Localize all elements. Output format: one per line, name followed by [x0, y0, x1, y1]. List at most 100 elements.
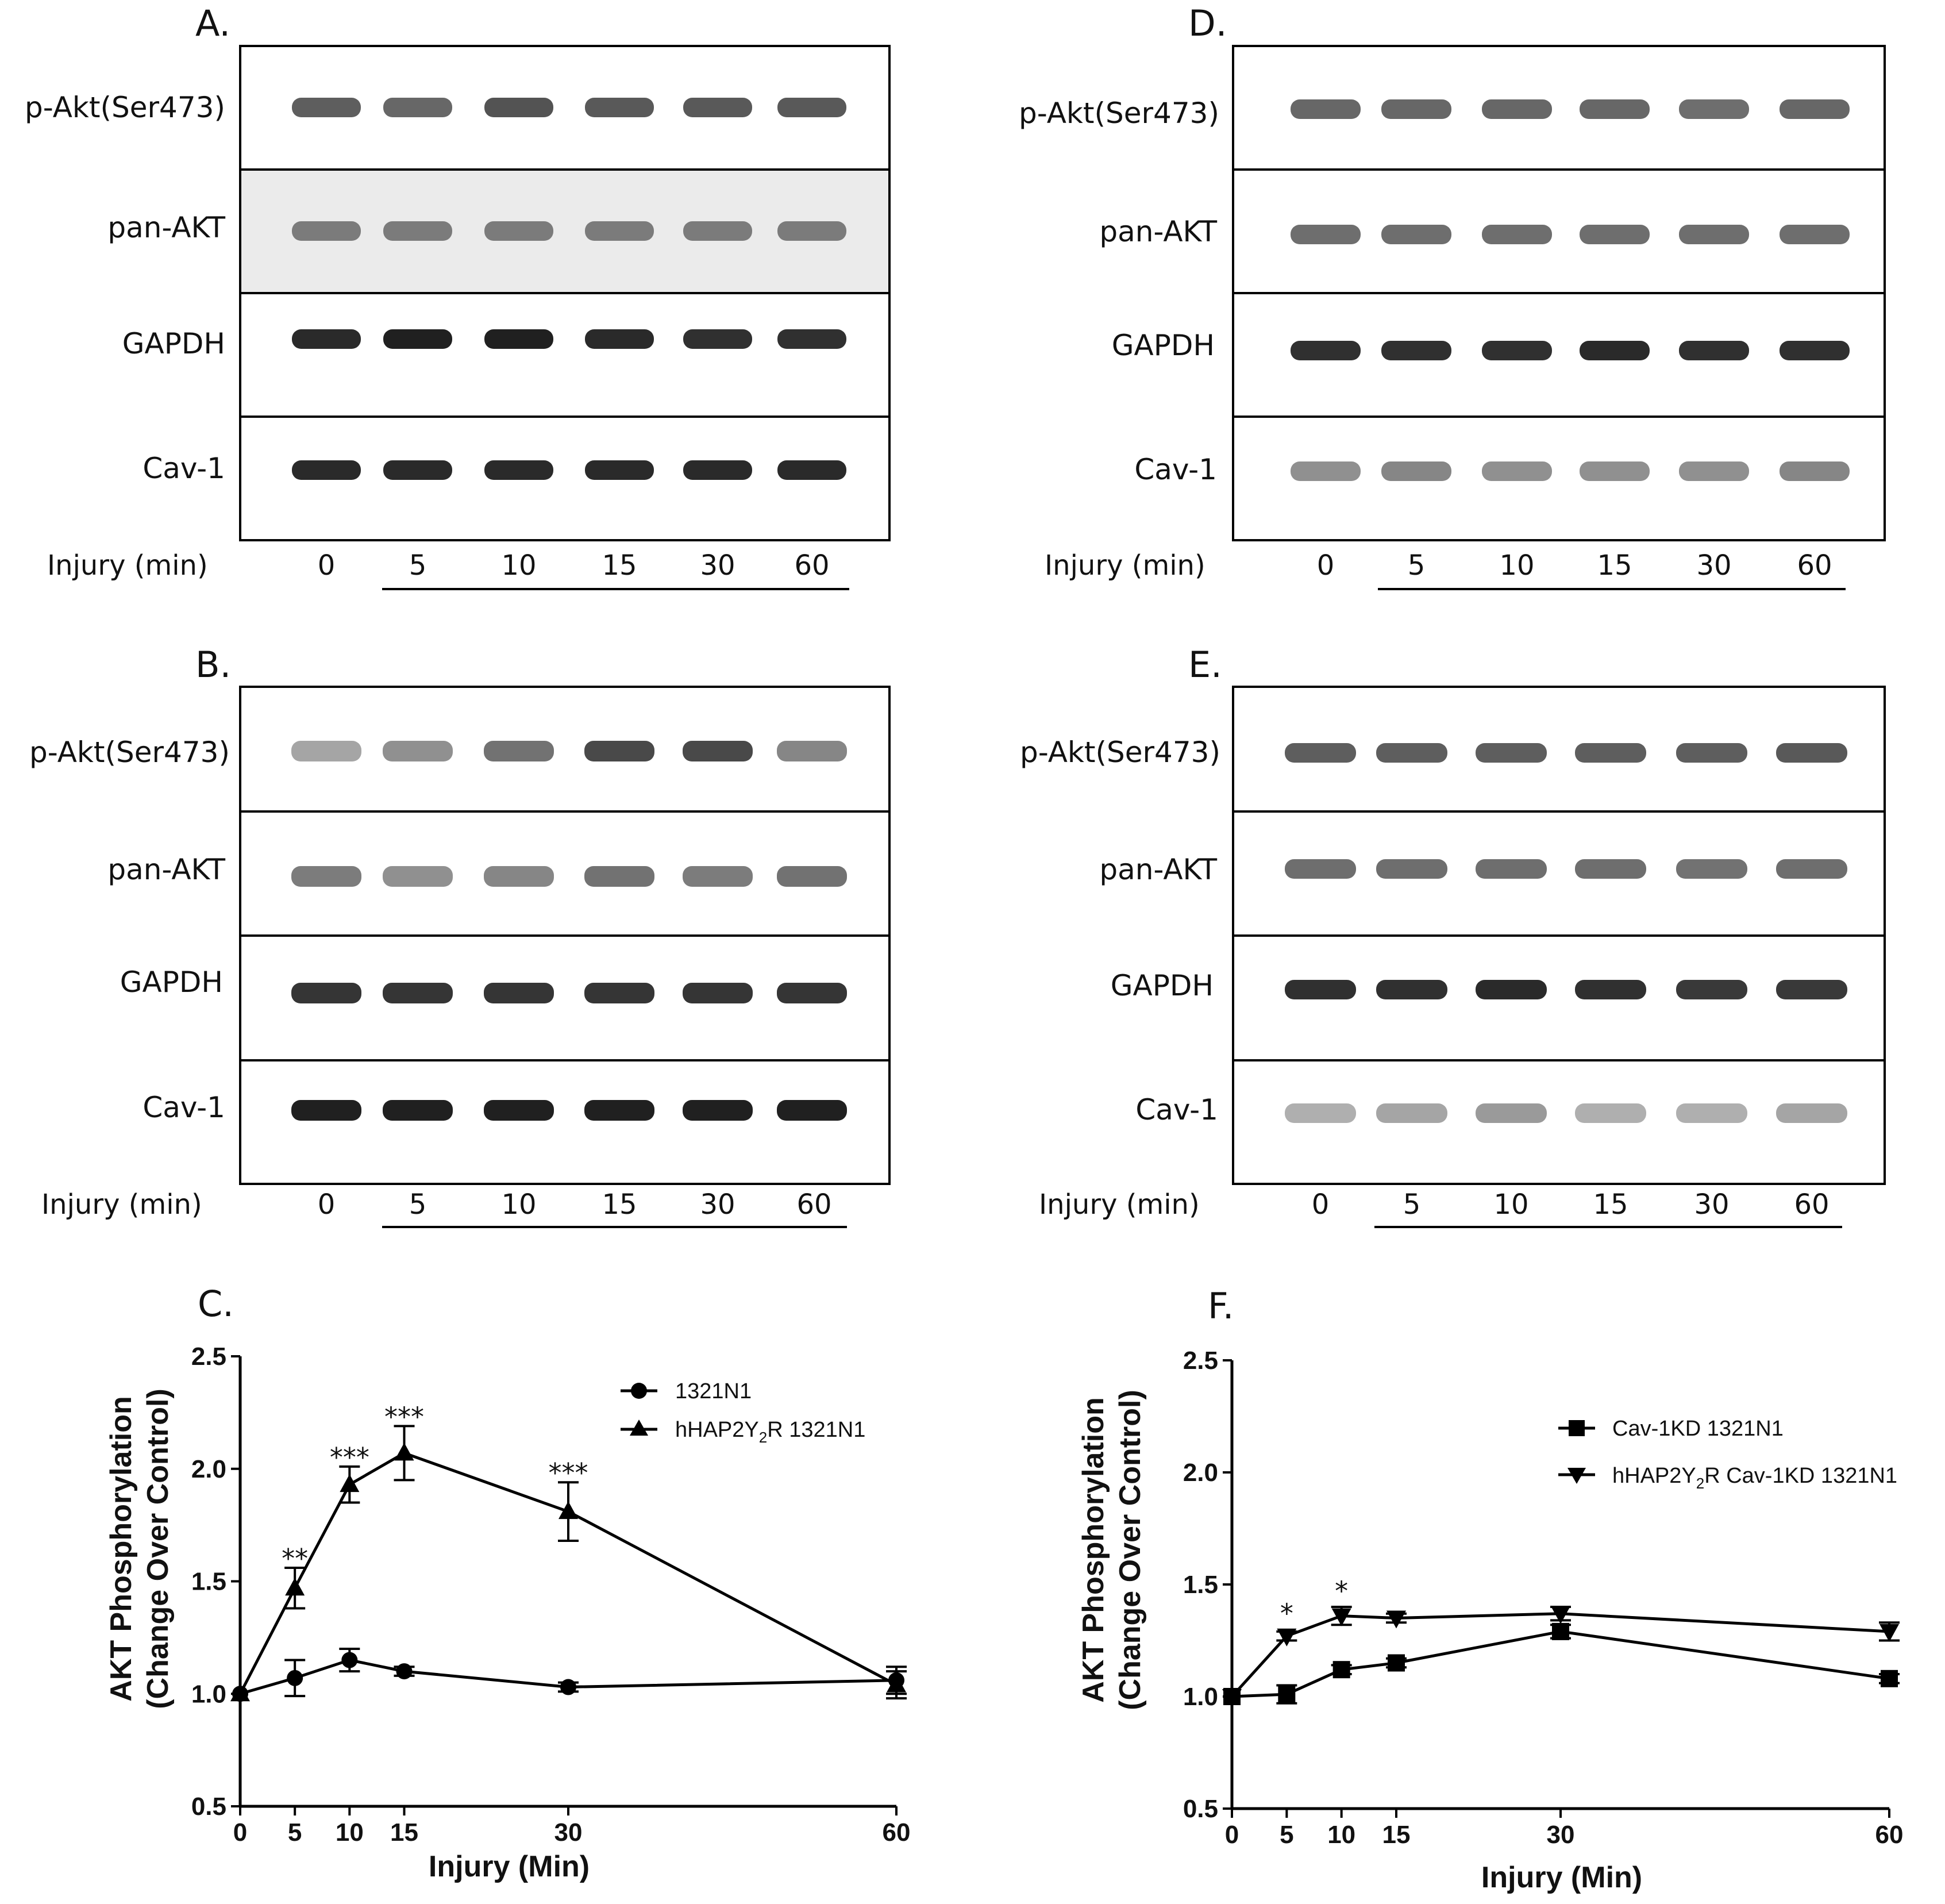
blot-band [1291, 99, 1361, 119]
blot-band [1476, 980, 1547, 999]
data-point [1386, 1610, 1406, 1629]
blot-b-injury-label: Injury (min) [41, 1188, 202, 1221]
blot-e-row-label-2: pan-AKT [1099, 853, 1217, 886]
blot-panel-a: A. p-Akt(Ser473) pan-AKT GAPDH Cav-1 Inj… [25, 2, 891, 590]
blot-a-lane-0: 0 [318, 549, 336, 582]
blot-a-injury-label: Injury (min) [47, 549, 208, 582]
chart-c-ylabel-2: (Change Over Control) [141, 1388, 175, 1709]
blot-e-lane-10: 10 [1493, 1188, 1528, 1221]
blot-band [383, 741, 453, 761]
blot-band [584, 866, 654, 887]
chart-f-ylabel-1: AKT Phosphorylation [1077, 1397, 1110, 1703]
blot-panel-b: B. p-Akt(Ser473) pan-AKT GAPDH Cav-1 Inj… [29, 644, 891, 1228]
blot-b-lane-15: 15 [602, 1188, 637, 1221]
chart-panel-c: C. AKT Phosphorylation (Change Over Cont… [105, 1283, 910, 1883]
blot-band [1476, 743, 1547, 763]
y-tick-label: 0.5 [1183, 1795, 1218, 1823]
y-tick-label: 2.5 [191, 1343, 226, 1371]
chart-f-xlabel: Injury (Min) [1481, 1861, 1642, 1894]
blot-band [1580, 225, 1650, 244]
blot-band [292, 98, 361, 117]
blot-band [383, 460, 452, 480]
blot-band [777, 221, 846, 241]
blot-a-row-label-1: p-Akt(Ser473) [25, 91, 225, 124]
panel-letter-a: A. [195, 2, 230, 44]
data-point [1879, 1624, 1899, 1642]
blot-band [683, 983, 753, 1003]
blot-band [1291, 225, 1361, 244]
blot-band [585, 221, 654, 241]
blot-b-lane-0: 0 [318, 1188, 336, 1221]
chart-f-legend-label-2-b: R Cav-1KD 1321N1 [1704, 1464, 1897, 1488]
x-tick-label: 60 [883, 1818, 911, 1847]
data-point [1277, 1628, 1297, 1647]
blot-a-lane-15: 15 [602, 549, 637, 582]
x-tick-label: 10 [1327, 1821, 1355, 1849]
blot-band [1780, 225, 1850, 244]
chart-f-plot: 0.5 1.0 1.5 2.0 2.5 0 5 10 15 30 60 * * [1183, 1347, 1904, 1849]
blot-band [1575, 743, 1646, 763]
y-tick-label: 2.5 [1183, 1347, 1218, 1375]
blot-d-lane-60: 60 [1797, 549, 1832, 582]
significance-mark: *** [384, 1401, 424, 1432]
y-tick-label: 1.5 [191, 1568, 226, 1596]
blot-a-row-label-4: Cav-1 [142, 452, 225, 485]
blot-d-lane-15: 15 [1597, 549, 1632, 582]
blot-band [584, 1100, 654, 1121]
blot-d-lane-30: 30 [1696, 549, 1731, 582]
blot-band [584, 741, 654, 761]
blot-band [1291, 341, 1361, 360]
blot-band [683, 329, 752, 349]
x-tick-label: 15 [390, 1818, 418, 1847]
blot-a-lane-5: 5 [409, 549, 427, 582]
blot-d-row-label-3: GAPDH [1112, 329, 1215, 362]
blot-band [777, 460, 846, 480]
blot-band [1776, 980, 1847, 999]
chart-c-xlabel: Injury (Min) [429, 1850, 590, 1883]
data-point [1551, 1606, 1570, 1624]
blot-band [383, 98, 452, 117]
blot-band [292, 221, 361, 241]
chart-f-legend: Cav-1KD 1321N1 hHAP2Y2R Cav-1KD 1321N1 [1558, 1417, 1897, 1492]
blot-band [292, 460, 361, 480]
x-tick-label: 5 [288, 1818, 302, 1847]
blot-band [683, 741, 753, 761]
chart-c-legend: 1321N1 hHAP2Y2R 1321N1 [621, 1379, 865, 1446]
blot-band [484, 221, 553, 241]
y-tick-label: 1.5 [1183, 1571, 1218, 1599]
blot-band [1376, 980, 1447, 999]
blot-a-bands [292, 98, 846, 480]
blot-band [1676, 1103, 1747, 1123]
blot-e-injury-label: Injury (min) [1039, 1188, 1200, 1221]
blot-band [383, 983, 453, 1003]
data-point [341, 1652, 358, 1668]
chart-c-legend-label-2-sub: 2 [759, 1429, 767, 1446]
chart-c-legend-label-2: hHAP2Y2R 1321N1 [675, 1418, 865, 1446]
blot-e-row-label-1: p-Akt(Ser473) [1020, 736, 1220, 769]
blot-d-bands [1291, 99, 1850, 481]
blot-b-lane-10: 10 [501, 1188, 536, 1221]
blot-band [683, 460, 752, 480]
x-tick-label: 15 [1382, 1821, 1411, 1849]
blot-band [1679, 225, 1749, 244]
blot-band [1285, 980, 1356, 999]
significance-mark: *** [549, 1457, 588, 1488]
blot-band [383, 329, 452, 349]
chart-f-ylabel-2: (Change Over Control) [1114, 1390, 1147, 1710]
blot-band [1676, 743, 1747, 763]
series-line-1 [240, 1658, 897, 1695]
series-line-1 [1231, 1630, 1890, 1698]
blot-band [383, 221, 452, 241]
data-point [287, 1670, 303, 1686]
blot-e-lane-60: 60 [1794, 1188, 1829, 1221]
blot-b-row-label-3: GAPDH [120, 966, 223, 999]
blot-b-bands [291, 741, 847, 1121]
blot-band [1575, 1103, 1646, 1123]
blot-band [1381, 99, 1451, 119]
blot-band [1679, 99, 1749, 119]
blot-band [1376, 743, 1447, 763]
panel-letter-e: E. [1188, 644, 1222, 686]
chart-f-legend-marker-1 [1569, 1420, 1585, 1436]
blot-band [1776, 743, 1847, 763]
blot-a-lane-10: 10 [501, 549, 536, 582]
